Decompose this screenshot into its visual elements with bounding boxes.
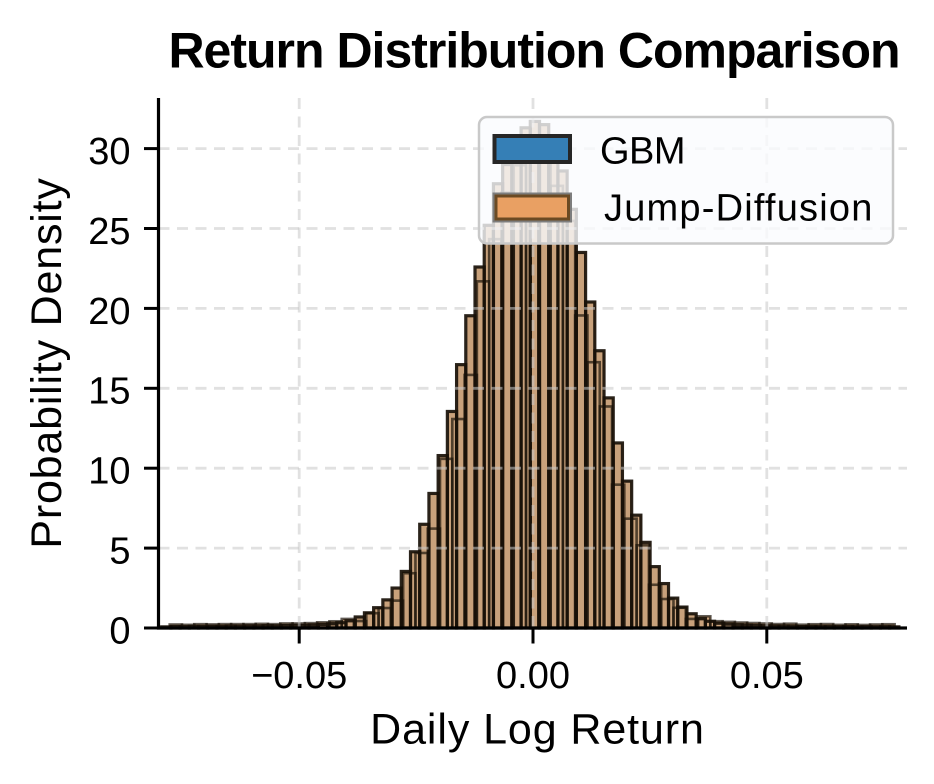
svg-text:10: 10	[88, 451, 130, 493]
svg-text:Probability Density: Probability Density	[23, 177, 71, 548]
svg-text:0.00: 0.00	[496, 655, 570, 697]
svg-text:Jump-Diffusion: Jump-Diffusion	[604, 188, 874, 230]
svg-text:5: 5	[109, 531, 130, 573]
svg-text:Return Distribution Comparison: Return Distribution Comparison	[168, 23, 899, 79]
svg-text:0: 0	[109, 610, 130, 652]
svg-text:25: 25	[88, 211, 130, 253]
svg-text:20: 20	[88, 291, 130, 333]
svg-text:30: 30	[88, 131, 130, 173]
svg-text:−0.05: −0.05	[251, 655, 347, 697]
svg-text:GBM: GBM	[600, 131, 685, 173]
svg-text:0.05: 0.05	[730, 655, 804, 697]
svg-text:Daily Log Return: Daily Log Return	[370, 706, 705, 754]
svg-text:15: 15	[88, 371, 130, 413]
